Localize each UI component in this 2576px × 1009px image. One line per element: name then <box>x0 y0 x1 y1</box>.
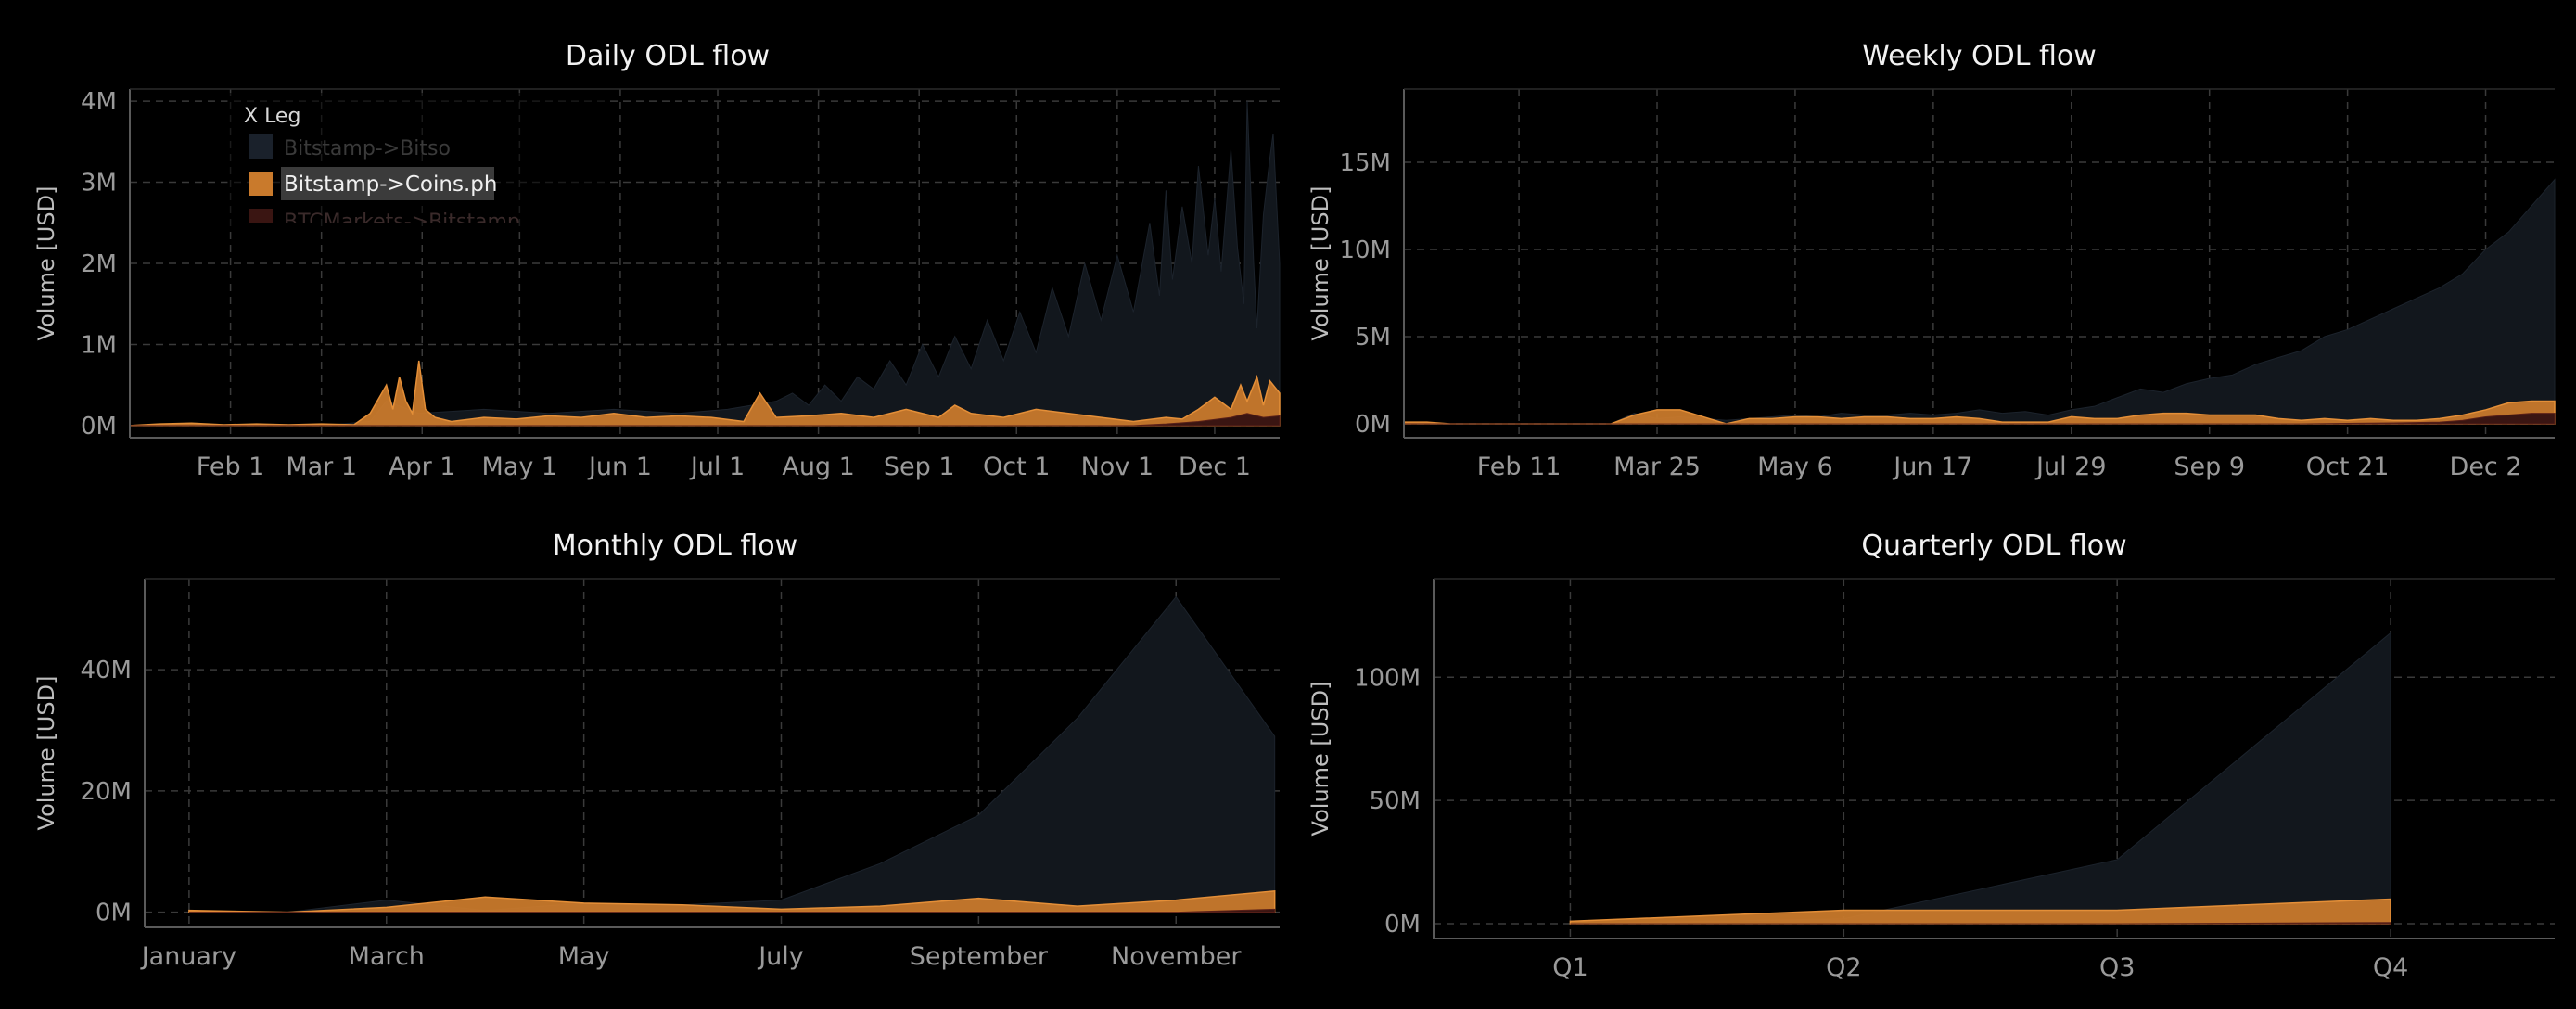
chart-title: Daily ODL flow <box>566 40 770 72</box>
x-tick-label: Jul 29 <box>2034 453 2107 481</box>
chart-panel-3: Quarterly ODL flow Volume [USD] Q1 Q2 Q3 Q4 0M… <box>1307 530 2555 982</box>
y-tick-label: 20M <box>80 778 132 806</box>
legend-label-bitso: Bitstamp->Bitso <box>284 137 451 160</box>
chart-panel-0: Daily ODL flow Volume [USD] Feb 1 Mar 1 Apr … <box>33 40 1281 481</box>
series-area-bitso[interactable] <box>130 101 1281 427</box>
legend-label-coins-ph: Bitstamp->Coins.ph <box>284 172 497 197</box>
y-axis-label: Volume [USD] <box>1307 186 1333 341</box>
legend-swatch-bitso <box>249 134 273 159</box>
y-axis-label: Volume [USD] <box>1307 682 1333 837</box>
legend-swatch-coins-ph <box>249 172 273 196</box>
series-area-bitso[interactable] <box>1570 632 2391 925</box>
x-tick-label: Apr 1 <box>389 453 455 481</box>
legend-item-bitso[interactable]: Bitstamp->Bitso <box>249 134 451 160</box>
x-tick-label: Mar 25 <box>1613 453 1701 481</box>
x-tick-label: May <box>558 942 610 971</box>
series-area-btcmarkets[interactable] <box>1570 922 2391 925</box>
chart-panel-1: Weekly ODL flow Volume [USD] Feb 11 Mar 25 M… <box>1307 40 2556 481</box>
series-area-bitso[interactable] <box>188 595 1276 913</box>
x-tick-label: Q1 <box>1552 953 1588 982</box>
x-tick-label: March <box>349 942 425 971</box>
legend-title: X Leg <box>244 105 300 128</box>
x-tick-label: January <box>140 942 236 971</box>
y-axis-label: Volume [USD] <box>33 676 59 831</box>
x-tick-label: Dec 1 <box>1179 453 1251 481</box>
y-tick-label: 10M <box>1339 236 1391 264</box>
x-tick-label: Dec 2 <box>2450 453 2522 481</box>
legend-highlight <box>281 167 494 200</box>
y-tick-label: 15M <box>1339 149 1391 177</box>
x-tick-label: Oct 21 <box>2306 453 2390 481</box>
legend[interactable]: X Leg Bitstamp->Bitso Bitstamp->Coins.ph… <box>227 93 607 234</box>
x-tick-label: Sep 9 <box>2174 453 2245 481</box>
x-tick-label: Mar 1 <box>286 453 357 481</box>
y-tick-label: 0M <box>96 900 132 927</box>
x-tick-label: Oct 1 <box>983 453 1050 481</box>
x-tick-label: September <box>910 942 1049 971</box>
x-tick-label: May 6 <box>1757 453 1833 481</box>
chart-panel-2: Monthly ODL flow Volume [USD] January March… <box>33 530 1280 971</box>
series-area-btcmarkets[interactable] <box>188 908 1276 913</box>
legend-item-coins-ph[interactable]: Bitstamp->Coins.ph <box>249 167 497 200</box>
x-tick-label: Jul 1 <box>689 453 745 481</box>
y-tick-label: 0M <box>81 413 117 441</box>
x-tick-label: Aug 1 <box>782 453 854 481</box>
y-tick-label: 3M <box>81 170 117 198</box>
x-tick-label: Q3 <box>2099 953 2135 982</box>
series-area-coins-ph[interactable] <box>129 360 1281 427</box>
chart-title: Quarterly ODL flow <box>1861 530 2126 562</box>
y-axis-label: Volume [USD] <box>33 186 59 341</box>
y-tick-label: 4M <box>81 88 117 116</box>
y-tick-label: 0M <box>1384 911 1421 939</box>
series-area-bitso[interactable] <box>1404 178 2556 425</box>
x-tick-label: November <box>1111 942 1242 971</box>
chart-title: Monthly ODL flow <box>553 530 797 562</box>
x-tick-label: Q2 <box>1826 953 1861 982</box>
x-tick-label: Q4 <box>2373 953 2408 982</box>
x-tick-label: Feb 11 <box>1477 453 1562 481</box>
y-tick-label: 40M <box>80 657 132 684</box>
x-tick-label: Nov 1 <box>1081 453 1154 481</box>
x-tick-label: Feb 1 <box>197 453 265 481</box>
x-tick-label: Jun 1 <box>587 453 652 481</box>
x-tick-label: Sep 1 <box>884 453 955 481</box>
legend-background <box>227 93 607 232</box>
chart-title: Weekly ODL flow <box>1862 40 2097 72</box>
series-area-btcmarkets[interactable] <box>130 413 1281 427</box>
y-tick-label: 1M <box>81 331 117 359</box>
legend-label-btcmarkets: BTCMarkets->Bitstamp <box>284 211 520 234</box>
x-tick-label: July <box>757 942 804 971</box>
legend-swatch-btcmarkets <box>249 209 273 223</box>
y-tick-label: 5M <box>1355 324 1391 351</box>
y-tick-label: 2M <box>81 250 117 278</box>
y-tick-label: 50M <box>1369 787 1421 815</box>
y-tick-label: 0M <box>1355 411 1391 439</box>
y-tick-label: 100M <box>1354 664 1421 692</box>
x-tick-label: May 1 <box>482 453 558 481</box>
legend-item-btcmarkets[interactable]: BTCMarkets->Bitstamp <box>249 209 520 234</box>
series-area-coins-ph[interactable] <box>188 889 1276 913</box>
x-tick-label: Jun 17 <box>1892 453 1972 481</box>
series-area-btcmarkets[interactable] <box>1404 413 2556 425</box>
